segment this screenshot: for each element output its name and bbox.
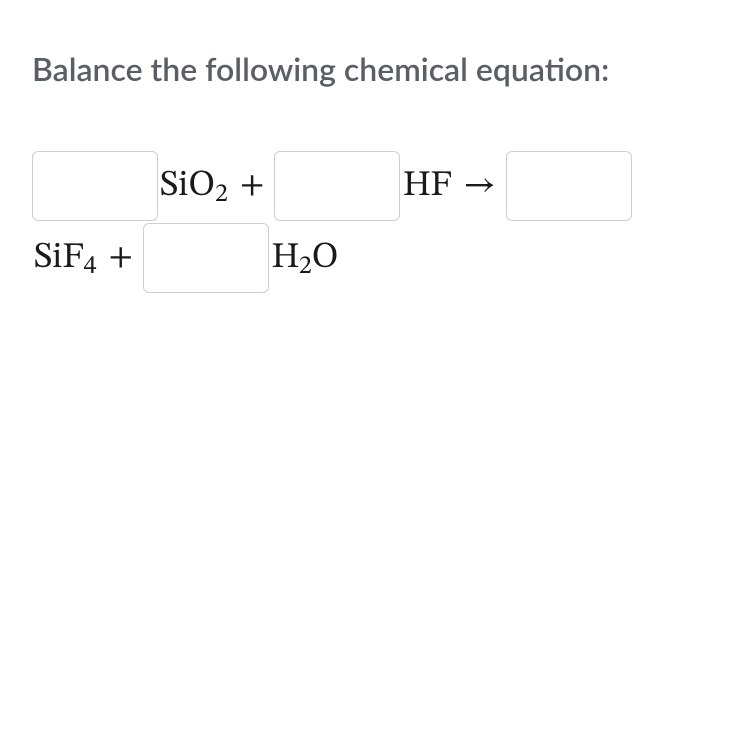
plus-operator-2: + xyxy=(108,224,132,292)
subscript-4: 4 xyxy=(84,241,97,293)
element-f-2: F xyxy=(62,222,83,294)
reaction-arrow: → xyxy=(464,152,496,220)
question-container: Balance the following chemical equation:… xyxy=(0,0,750,326)
equation-line-2: Si F 4 + H 2 O xyxy=(32,222,718,294)
coefficient-input-4[interactable] xyxy=(143,223,269,293)
compound-sio2: Si O 2 xyxy=(160,150,228,222)
element-f: F xyxy=(430,150,451,222)
chemical-equation: Si O 2 + H F → Si F 4 + H xyxy=(32,150,718,294)
plus-operator-1: + xyxy=(240,152,264,220)
element-si-2: Si xyxy=(34,222,62,294)
compound-hf: H F xyxy=(402,150,451,222)
coefficient-input-2[interactable] xyxy=(274,151,400,221)
element-h-2: H xyxy=(271,222,299,294)
element-h: H xyxy=(402,150,430,222)
element-si: Si xyxy=(160,150,188,222)
coefficient-input-1[interactable] xyxy=(32,151,158,221)
equation-line: Si O 2 + H F → xyxy=(32,150,718,222)
compound-h2o: H 2 O xyxy=(271,222,338,294)
element-o-2: O xyxy=(312,222,339,294)
prompt-text: Balance the following chemical equation: xyxy=(32,48,718,90)
subscript-2: 2 xyxy=(215,169,228,221)
compound-sif4: Si F 4 xyxy=(34,222,96,294)
subscript-2b: 2 xyxy=(299,241,312,293)
coefficient-input-3[interactable] xyxy=(506,151,632,221)
element-o: O xyxy=(188,150,215,222)
